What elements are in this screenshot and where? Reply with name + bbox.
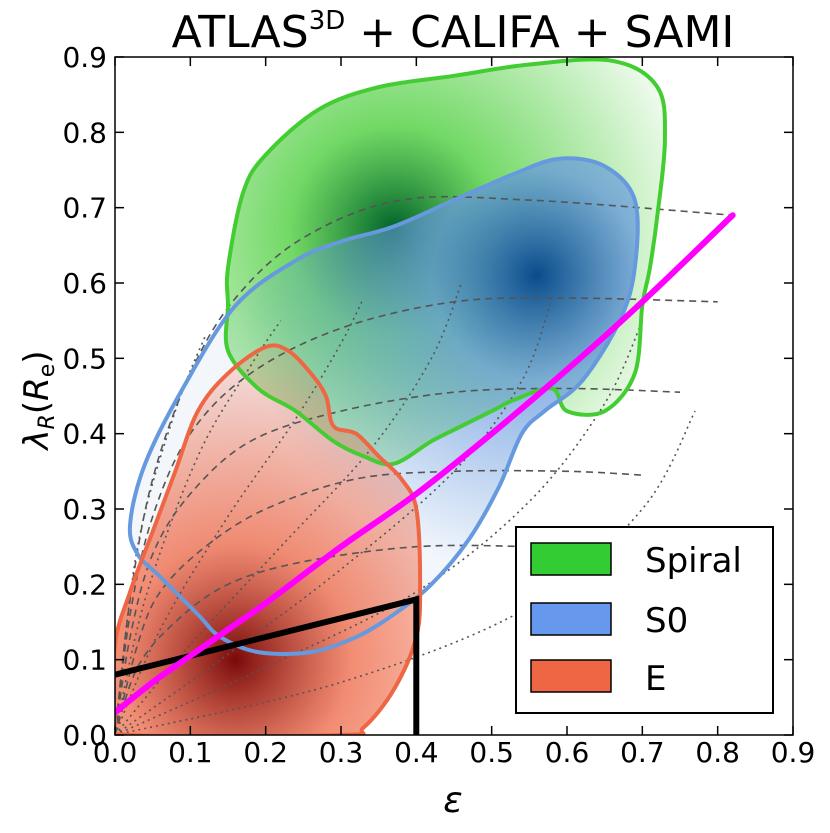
outline-e xyxy=(115,343,423,735)
legend-item-spiral: Spiral xyxy=(530,541,742,581)
legend-swatch-e xyxy=(530,659,612,693)
legend-label-e: E xyxy=(645,659,666,699)
plot-area xyxy=(115,57,736,735)
legend-item-s0: S0 xyxy=(530,601,688,641)
dashed-model-curve xyxy=(115,297,718,735)
dashed-model-curve xyxy=(115,544,605,735)
x-tick-label: 0.8 xyxy=(695,736,740,769)
legend-label-spiral: Spiral xyxy=(645,541,742,581)
legend-swatch-s0 xyxy=(530,602,612,636)
magenta-edge-on-line xyxy=(115,212,736,716)
dotted-model-curve xyxy=(115,282,463,735)
dashed-model-curve xyxy=(115,469,643,735)
y-tick-label: 0.6 xyxy=(62,267,107,300)
x-tick-label: 0.7 xyxy=(620,736,665,769)
legend-item-e: E xyxy=(530,659,666,699)
axes-frame xyxy=(114,56,794,736)
x-tick-label: 0.9 xyxy=(771,736,816,769)
y-tick-label: 0.2 xyxy=(62,568,107,601)
y-axis-label: λR(Re) xyxy=(17,350,60,451)
outline-s0 xyxy=(127,156,640,656)
x-tick-label: 0.3 xyxy=(319,736,364,769)
dashed-model-curve xyxy=(115,195,733,735)
legend-label-s0: S0 xyxy=(645,601,688,641)
y-tick-label: 0.0 xyxy=(62,719,107,752)
y-tick-label: 0.5 xyxy=(62,342,107,375)
y-tick-label: 0.9 xyxy=(62,41,107,74)
overlay-lines-layer xyxy=(115,212,736,735)
x-axis-label: ε xyxy=(443,780,462,821)
legend-swatch-spiral xyxy=(530,542,612,576)
axes: 0.0 0.1 0.2 0.3 0.4 0.5 0.6 0.7 0.8 0.9 0.0 0.1 0.2 0… xyxy=(62,41,815,769)
x-tick-label: 0.1 xyxy=(168,736,213,769)
x-tick-label: 0.4 xyxy=(394,736,439,769)
contour-outline-layer xyxy=(115,57,667,735)
y-tick-label: 0.7 xyxy=(62,192,107,225)
x-tick-label: 0.0 xyxy=(93,736,138,769)
fast-rotator-boundary xyxy=(115,595,420,735)
dotted-model-curve xyxy=(115,320,282,735)
chart-title: ATLAS3D + CALIFA + SAMI xyxy=(172,6,735,58)
y-tick-label: 0.8 xyxy=(62,116,107,149)
y-tick-label: 0.3 xyxy=(62,493,107,526)
y-tick-label: 0.4 xyxy=(62,418,107,451)
x-tick-label: 0.5 xyxy=(469,736,514,769)
x-tick-label: 0.6 xyxy=(545,736,590,769)
outline-spiral xyxy=(223,57,667,467)
legend: Spiral S0 E xyxy=(515,526,774,714)
x-tick-label: 0.2 xyxy=(243,736,288,769)
y-tick-label: 0.1 xyxy=(62,644,107,677)
density-e xyxy=(115,345,421,735)
